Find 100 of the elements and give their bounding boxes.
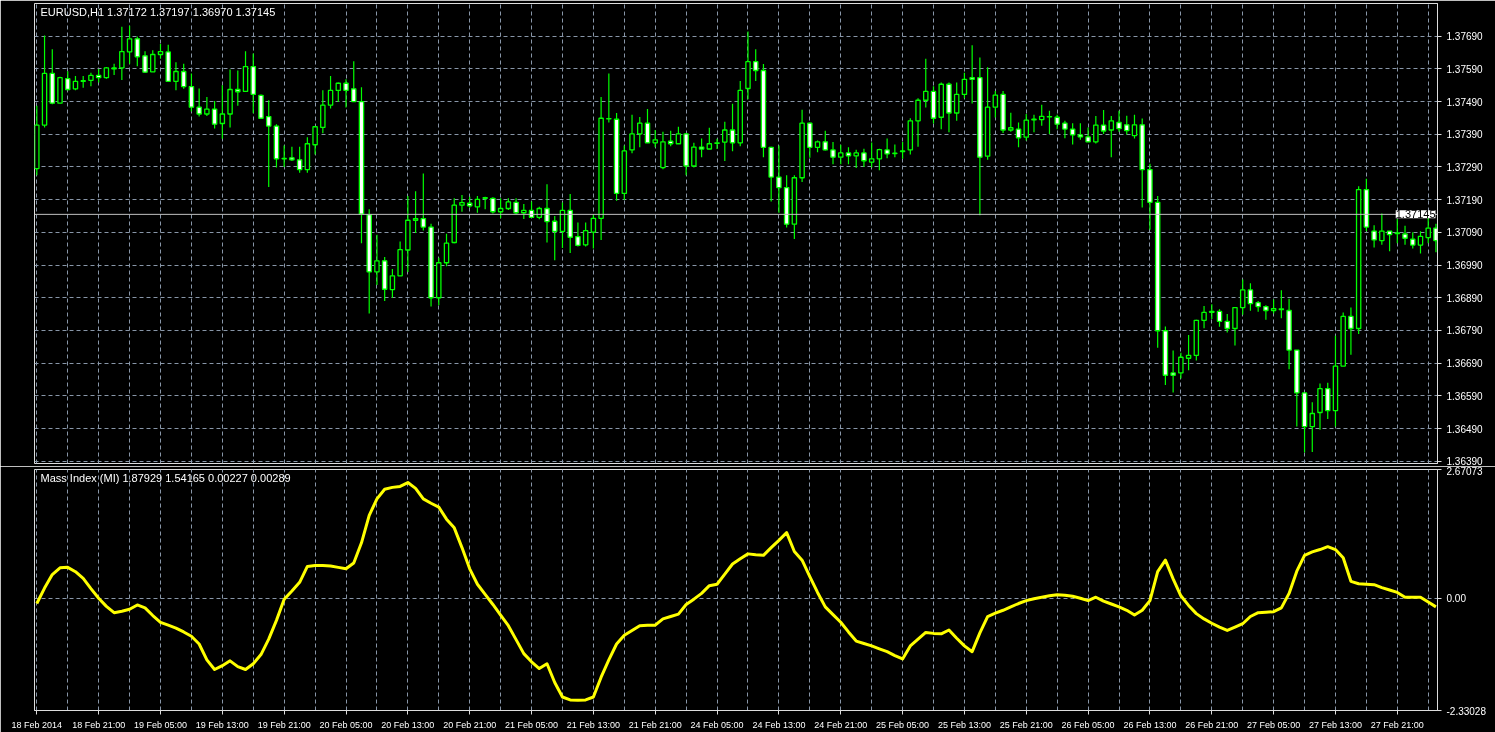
x-tick-label: 21 Feb 21:00 xyxy=(628,719,682,730)
x-tick-label: 20 Feb 21:00 xyxy=(443,719,497,730)
x-tick-label: 25 Feb 21:00 xyxy=(999,719,1053,730)
candlestick xyxy=(1046,110,1053,135)
candlestick xyxy=(706,127,713,150)
candlestick xyxy=(722,121,728,162)
candlestick xyxy=(1023,113,1030,142)
candlestick xyxy=(1224,313,1231,333)
candlestick xyxy=(204,96,210,117)
candlestick xyxy=(629,114,635,154)
candlestick xyxy=(1394,218,1401,244)
x-tick-label: 27 Feb 21:00 xyxy=(1370,719,1424,730)
y-tick-label: 1.37190 xyxy=(1446,194,1484,206)
candlestick xyxy=(1015,121,1022,148)
candlestick xyxy=(312,126,318,156)
candlestick xyxy=(1100,109,1107,135)
candlestick xyxy=(636,116,643,148)
candlestick xyxy=(1085,126,1091,143)
candlestick xyxy=(923,58,929,109)
x-tick-label: 19 Feb 05:00 xyxy=(133,719,188,730)
candlestick xyxy=(1247,282,1254,312)
candlestick xyxy=(420,172,427,231)
candlestick xyxy=(443,233,450,267)
candlestick xyxy=(752,48,759,82)
candlestick xyxy=(1263,304,1269,321)
candlestick xyxy=(134,35,141,67)
x-tick-label: 25 Feb 05:00 xyxy=(876,719,930,730)
y-tick-label: 1.37290 xyxy=(1446,161,1484,173)
x-tick-label: 26 Feb 21:00 xyxy=(1185,719,1239,730)
y-tick-label: 1.36990 xyxy=(1446,260,1484,272)
candlestick xyxy=(412,190,419,234)
candlestick xyxy=(969,44,975,105)
x-tick-label: 24 Feb 21:00 xyxy=(814,719,868,730)
candlestick xyxy=(119,26,125,81)
y-tick-label: 2.67073 xyxy=(1446,465,1484,477)
candlestick xyxy=(1123,115,1130,136)
candlestick xyxy=(590,214,597,249)
candlestick xyxy=(551,215,558,261)
candlestick xyxy=(1239,278,1246,316)
candlestick xyxy=(350,60,357,103)
candlestick xyxy=(1278,289,1285,319)
candlestick xyxy=(142,50,148,74)
candlestick xyxy=(1131,114,1138,140)
y-tick-label: -2.33028 xyxy=(1446,705,1487,717)
y-tick-label: 1.36490 xyxy=(1446,423,1484,435)
y-tick-label: 1.36790 xyxy=(1446,325,1484,337)
candlestick xyxy=(258,93,264,119)
candlestick xyxy=(837,144,844,165)
candlestick xyxy=(961,72,968,99)
candlestick xyxy=(861,148,867,168)
candlestick xyxy=(265,99,272,188)
x-tick-label: 25 Feb 13:00 xyxy=(937,719,991,730)
x-tick-label: 24 Feb 13:00 xyxy=(752,719,806,730)
candlestick xyxy=(180,63,187,90)
y-tick-label: 1.37590 xyxy=(1446,63,1484,75)
x-tick-label: 24 Feb 05:00 xyxy=(690,719,744,730)
candlestick xyxy=(1402,225,1408,246)
y-tick-label: 1.36890 xyxy=(1446,292,1484,304)
y-tick-label: 0.00 xyxy=(1446,593,1467,605)
candlestick xyxy=(1425,217,1431,244)
candlestick xyxy=(173,61,179,91)
candlestick xyxy=(868,141,875,169)
candlestick xyxy=(296,146,303,174)
candlestick xyxy=(915,97,921,148)
candlestick xyxy=(776,144,782,214)
x-tick-label: 19 Feb 13:00 xyxy=(195,719,249,730)
candlestick xyxy=(822,130,829,152)
candlestick xyxy=(327,75,334,110)
ref-line-label: 1.37145 xyxy=(1395,208,1436,221)
candlestick xyxy=(343,78,349,109)
candlestick xyxy=(1116,110,1122,133)
candlestick xyxy=(219,84,226,140)
chart-title: EURUSD,H1 1.37172 1.37197 1.36970 1.37145 xyxy=(40,5,276,18)
candlestick xyxy=(196,87,202,118)
candlestick xyxy=(289,146,295,162)
x-tick-label: 20 Feb 13:00 xyxy=(381,719,435,730)
candlestick xyxy=(992,90,999,119)
candlestick xyxy=(691,142,697,169)
candlestick xyxy=(606,72,612,124)
candlestick xyxy=(235,69,241,107)
candlestick xyxy=(126,25,133,65)
candlestick xyxy=(1008,112,1014,133)
y-tick-label: 1.36390 xyxy=(1446,456,1484,468)
x-tick-label: 21 Feb 05:00 xyxy=(505,719,559,730)
candlestick xyxy=(1170,349,1176,394)
candlestick xyxy=(1185,334,1192,371)
candlestick xyxy=(1371,224,1377,248)
x-tick-label: 27 Feb 13:00 xyxy=(1308,719,1362,730)
candlestick xyxy=(544,183,550,244)
candlestick xyxy=(830,141,836,165)
candlestick xyxy=(1108,115,1115,158)
candlestick xyxy=(320,89,326,134)
candlestick xyxy=(714,138,720,150)
candlestick xyxy=(111,63,117,76)
candlestick xyxy=(374,234,380,286)
candlestick xyxy=(853,149,859,169)
y-tick-label: 1.36690 xyxy=(1446,358,1484,370)
candlestick xyxy=(1417,230,1424,255)
y-tick-label: 1.36590 xyxy=(1446,390,1484,402)
y-tick-label: 1.37390 xyxy=(1446,129,1484,141)
